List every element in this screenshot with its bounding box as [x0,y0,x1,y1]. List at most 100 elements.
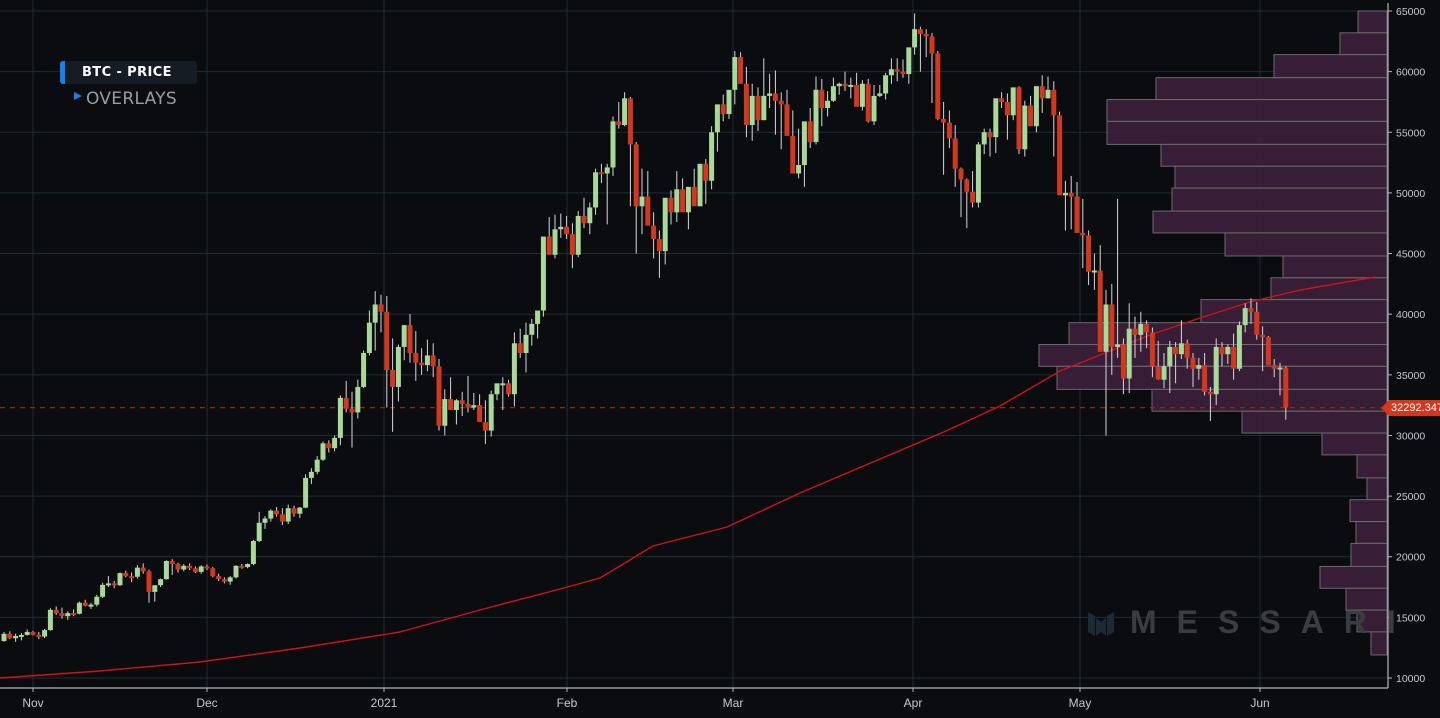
candle-down[interactable] [616,121,622,125]
candle-up[interactable] [1103,304,1109,352]
candle-down[interactable] [743,83,749,125]
candle-up[interactable] [134,567,140,577]
candle-up[interactable] [250,540,256,565]
candle-up[interactable] [709,132,715,181]
candle-up[interactable] [424,355,430,366]
candle-up[interactable] [285,508,291,522]
series-legend-item[interactable]: BTC - PRICE [60,61,197,84]
candle-down[interactable] [1149,332,1155,367]
candle-down[interactable] [129,576,135,579]
candle-up[interactable] [1161,366,1167,380]
candle-down[interactable] [1190,357,1196,369]
candle-down[interactable] [465,403,471,408]
candle-down[interactable] [784,104,790,136]
candle-up[interactable] [871,95,877,122]
candle-up[interactable] [94,596,100,605]
candle-up[interactable] [494,383,500,395]
candle-up[interactable] [610,121,616,168]
candle-up[interactable] [1167,346,1173,367]
candle-down[interactable] [929,36,935,54]
candle-down[interactable] [221,579,227,582]
candle-down[interactable] [1109,304,1115,347]
candle-up[interactable] [877,93,883,96]
candle-down[interactable] [169,560,175,565]
candle-down[interactable] [1231,346,1237,369]
candle-down[interactable] [1248,308,1254,312]
candle-down[interactable] [923,34,929,37]
candle-down[interactable] [970,191,976,203]
candle-down[interactable] [204,566,210,569]
candle-down[interactable] [1155,366,1161,380]
candle-up[interactable] [662,197,668,252]
candle-up[interactable] [1010,87,1016,116]
candle-down[interactable] [517,343,523,353]
candle-up[interactable] [453,400,459,410]
candle-up[interactable] [796,165,802,174]
candle-down[interactable] [633,144,639,207]
candle-down[interactable] [598,172,604,175]
candle-down[interactable] [569,234,575,255]
candle-up[interactable] [1115,344,1121,347]
candle-down[interactable] [7,633,13,639]
candle-down[interactable] [1080,232,1086,236]
candle-down[interactable] [53,609,59,614]
candle-down[interactable] [999,98,1005,102]
candle-down[interactable] [691,186,697,207]
candle-down[interactable] [123,573,129,577]
candle-down[interactable] [645,196,651,226]
candle-up[interactable] [1,633,7,642]
candle-down[interactable] [477,405,483,423]
candle-down[interactable] [546,236,552,255]
candle-up[interactable] [1138,323,1144,335]
candle-down[interactable] [1028,105,1034,127]
candle-up[interactable] [981,132,987,145]
candle-down[interactable] [59,613,65,617]
candle-down[interactable] [894,69,900,72]
candle-up[interactable] [256,522,262,541]
candle-up[interactable] [1033,86,1039,127]
candle-up[interactable] [1045,89,1051,99]
candle-up[interactable] [442,399,448,426]
candle-up[interactable] [575,215,581,255]
candle-up[interactable] [761,95,767,121]
candle-down[interactable] [482,422,488,431]
candle-up[interactable] [813,89,819,142]
candle-down[interactable] [627,98,633,145]
candle-up[interactable] [906,47,912,75]
candle-up[interactable] [1225,346,1231,355]
candle-down[interactable] [413,352,419,363]
candle-down[interactable] [1219,346,1225,355]
candle-down[interactable] [390,369,396,387]
candle-down[interactable] [755,95,761,121]
candle-down[interactable] [349,408,355,413]
candle-down[interactable] [865,83,871,122]
candle-down[interactable] [581,215,587,224]
candle-down[interactable] [917,29,923,35]
candle-down[interactable] [680,189,686,213]
candle-down[interactable] [807,121,813,142]
candle-up[interactable] [622,98,628,125]
candle-down[interactable] [1074,196,1080,233]
candle-down[interactable] [343,397,349,409]
candle-up[interactable] [1178,343,1184,355]
candle-up[interactable] [593,172,599,208]
candle-up[interactable] [395,346,401,387]
candle-up[interactable] [1242,308,1248,326]
candle-up[interactable] [297,507,303,514]
candle-up[interactable] [830,86,836,101]
candle-down[interactable] [1097,270,1103,352]
candle-up[interactable] [639,196,645,207]
candle-up[interactable] [674,189,680,213]
candle-up[interactable] [227,577,233,582]
candle-up[interactable] [732,57,738,90]
candle-up[interactable] [500,383,506,386]
candle-down[interactable] [703,163,709,181]
candle-up[interactable] [697,163,703,207]
candle-up[interactable] [1236,325,1242,369]
candle-up[interactable] [558,226,564,230]
candle-down[interactable] [1254,311,1260,335]
candle-up[interactable] [320,443,326,460]
candle-up[interactable] [1277,367,1283,370]
candle-down[interactable] [1202,365,1208,392]
